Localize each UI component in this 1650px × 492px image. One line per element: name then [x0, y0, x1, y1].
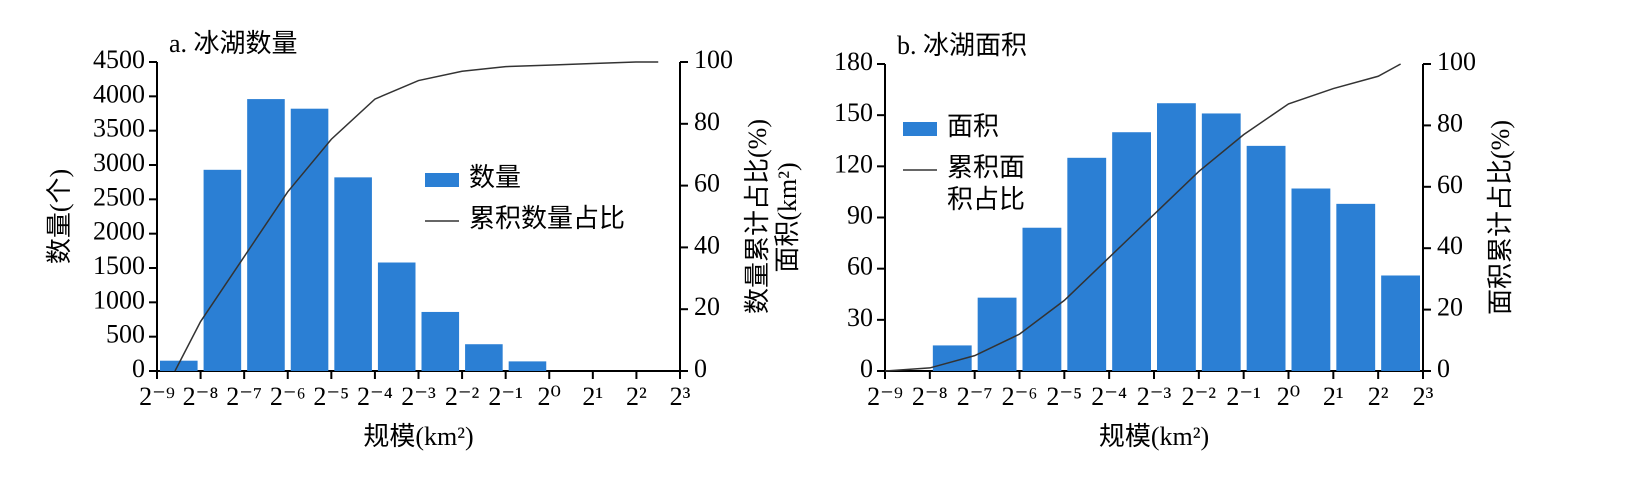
bar [977, 297, 1017, 371]
y-tick-label: 0 [860, 354, 873, 383]
y2-tick-label: 60 [694, 169, 720, 198]
y-tick-label: 180 [834, 47, 873, 76]
x-tick-label: 2¹ [1323, 382, 1344, 411]
x-tick-label: 2⁻⁸ [183, 382, 219, 411]
y2-tick-label: 20 [1437, 293, 1463, 322]
bar [1157, 103, 1196, 371]
y2-tick-label: 80 [694, 107, 720, 136]
legend-label: 数量 [469, 163, 521, 192]
bar [160, 360, 198, 371]
bar [1112, 132, 1151, 371]
y-tick-label: 90 [847, 200, 873, 229]
legend-label: 累积面积占比 [947, 153, 1025, 214]
y2-tick-label: 80 [1437, 108, 1463, 137]
cumulative-line [174, 61, 659, 372]
y2-tick-label: 40 [694, 230, 720, 259]
x-tick-label: 2³ [1413, 382, 1434, 411]
bar [1067, 157, 1107, 371]
x-tick-label: 2¹ [582, 382, 603, 411]
bar [1246, 145, 1286, 371]
y-tick-label: 1000 [93, 285, 145, 314]
legend-label: 累积数量占比 [469, 204, 625, 233]
x-tick-label: 2⁻⁹ [867, 382, 903, 411]
y2-axis-label: 面积累计占比(%) [1486, 120, 1515, 315]
y-tick-label: 0 [132, 354, 145, 383]
x-tick-label: 2² [626, 382, 647, 411]
bar [1336, 203, 1376, 371]
x-tick-label: 2⁻³ [1137, 382, 1172, 411]
y-tick-label: 60 [847, 252, 873, 281]
x-tick-label: 2⁻⁸ [912, 382, 948, 411]
bar [377, 262, 416, 371]
y-tick-label: 4500 [93, 45, 145, 74]
x-tick-label: 2⁻² [1182, 382, 1217, 411]
y2-tick-label: 20 [694, 292, 720, 321]
y-tick-label: 3500 [93, 114, 145, 143]
bar [247, 99, 285, 371]
y2-tick-label: 40 [1437, 231, 1463, 260]
bar [465, 344, 503, 371]
y-tick-label: 1500 [93, 251, 145, 280]
bar [1201, 113, 1241, 371]
x-tick-label: 2⁻⁴ [1091, 382, 1127, 411]
bar [290, 108, 329, 372]
bar [334, 177, 372, 371]
y2-axis-label: 数量累计占比(%) [743, 119, 772, 314]
y2-tick-label: 0 [1437, 354, 1450, 383]
x-tick-label: 2³ [670, 382, 691, 411]
x-tick-label: 2⁰ [538, 382, 561, 411]
cumulative-line [884, 63, 1401, 372]
y2-tick-label: 100 [694, 45, 733, 74]
legend-swatch [903, 122, 937, 136]
x-tick-label: 2⁻⁵ [1046, 382, 1082, 411]
y-tick-label: 2500 [93, 182, 145, 211]
y-tick-label: 150 [834, 98, 873, 127]
legend-label: 面积 [947, 112, 999, 141]
bar [1291, 188, 1331, 371]
x-tick-label: 2⁻² [445, 382, 480, 411]
legend-swatch [425, 173, 459, 187]
x-axis-label: 规模(km²) [1099, 422, 1209, 451]
x-tick-label: 2⁻⁵ [313, 382, 349, 411]
y-tick-label: 30 [847, 303, 873, 332]
x-tick-label: 2⁻⁶ [1002, 382, 1038, 411]
chart-title: a. 冰湖数量 [169, 29, 298, 58]
bar [508, 361, 547, 371]
chart-title: b. 冰湖面积 [897, 31, 1027, 60]
x-tick-label: 2⁰ [1277, 382, 1300, 411]
x-tick-label: 2⁻⁶ [270, 382, 306, 411]
y-axis-label: 面积(km²) [773, 162, 802, 272]
bar [1381, 275, 1420, 371]
bar [1022, 227, 1062, 371]
x-tick-label: 2⁻⁷ [957, 382, 993, 411]
x-tick-label: 2⁻¹ [1226, 382, 1261, 411]
x-tick-label: 2⁻⁴ [357, 382, 393, 411]
y-tick-label: 500 [106, 320, 145, 349]
y2-tick-label: 60 [1437, 170, 1463, 199]
x-tick-label: 2² [1368, 382, 1389, 411]
y-tick-label: 4000 [93, 79, 145, 108]
x-axis-label: 规模(km²) [363, 422, 473, 451]
x-tick-label: 2⁻⁷ [226, 382, 262, 411]
y2-tick-label: 0 [694, 354, 707, 383]
y-tick-label: 120 [834, 149, 873, 178]
bar [421, 311, 460, 371]
y-axis-label: 数量(个) [45, 169, 74, 264]
x-tick-label: 2⁻³ [401, 382, 436, 411]
y-tick-label: 2000 [93, 217, 145, 246]
y2-tick-label: 100 [1437, 47, 1476, 76]
x-tick-label: 2⁻¹ [488, 382, 523, 411]
y-tick-label: 3000 [93, 148, 145, 177]
x-tick-label: 2⁻⁹ [139, 382, 175, 411]
